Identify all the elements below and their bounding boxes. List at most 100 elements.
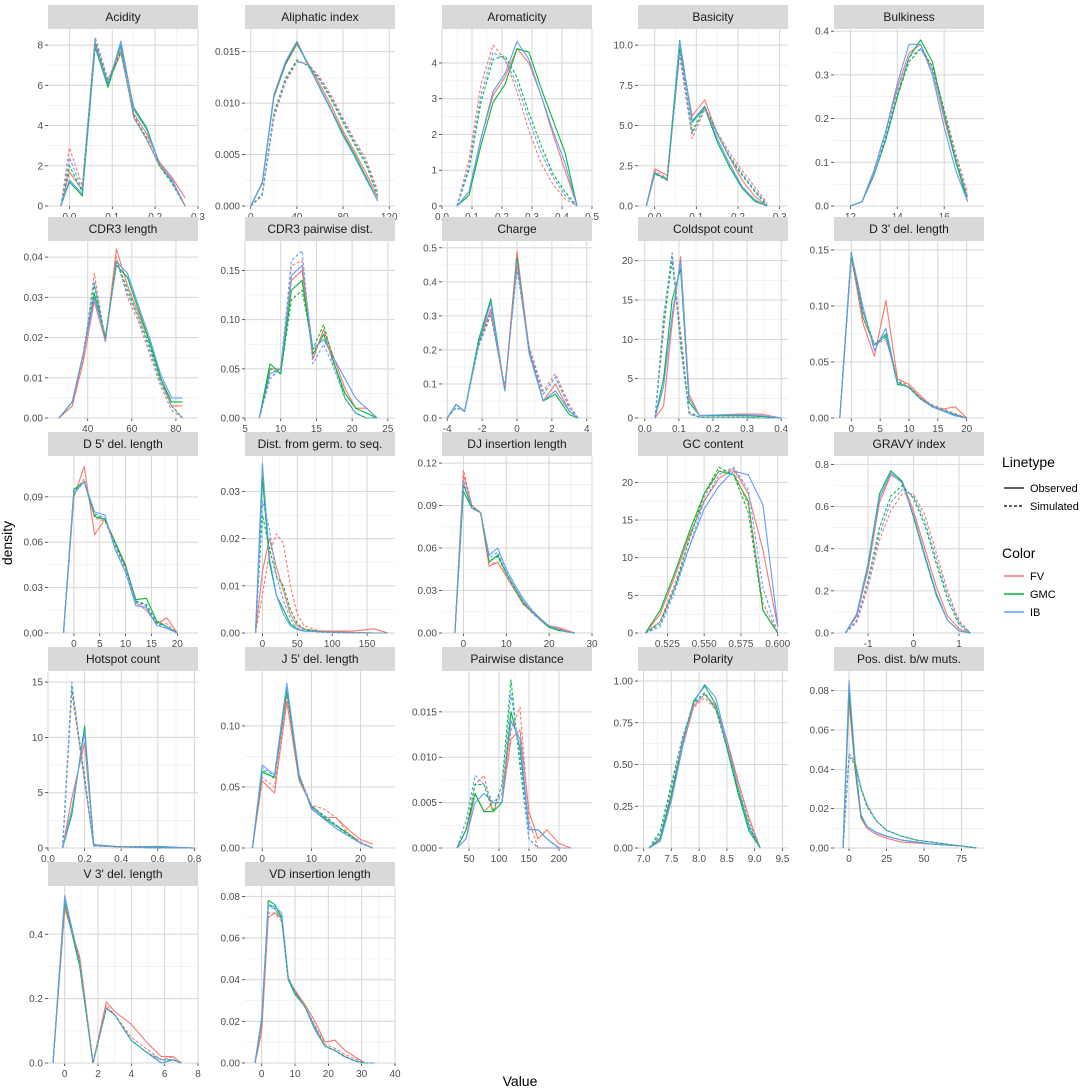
strip-label: VD insertion length	[269, 867, 370, 881]
x-tick-label: 15	[932, 424, 944, 435]
strip-label: Dist. from germ. to seq.	[258, 437, 383, 451]
strip	[442, 217, 592, 241]
series-line-gmc-simulated	[842, 756, 977, 849]
y-tick-label: 20	[622, 256, 634, 267]
plot-area	[834, 456, 984, 633]
y-tick-label: 0.2	[815, 586, 829, 597]
x-tick-label: 0	[911, 639, 917, 650]
x-tick-label: -2	[478, 424, 487, 435]
y-tick-label: 0.15	[221, 266, 241, 277]
x-tick-label: 0	[846, 854, 852, 865]
y-tick-label: 0.05	[810, 357, 830, 368]
x-tick-label: 0	[461, 639, 467, 650]
y-tick-label: 0.00	[614, 844, 634, 855]
panel-cdr3-pairwise-dist: CDR3 pairwise dist. 5 10 15 20 25 0.00 0.05 0.10…	[221, 217, 395, 435]
x-tick-label: 8.5	[720, 854, 734, 865]
y-tick-label: 0.04	[24, 253, 44, 264]
y-tick-label: 0.50	[614, 760, 634, 771]
y-tick-label: 0.4	[815, 544, 829, 555]
y-tick-label: 0.06	[810, 726, 830, 737]
y-tick-label: 0.10	[221, 721, 241, 732]
y-tick-label: 0.12	[418, 459, 438, 470]
x-tick-label: 0.8	[187, 854, 201, 865]
series-line-fv-observed	[645, 47, 768, 207]
x-tick-label: 10	[120, 639, 132, 650]
y-tick-label: 0.02	[221, 534, 241, 545]
strip	[834, 217, 984, 241]
x-tick-label: 4	[129, 1069, 135, 1080]
y-tick-label: 0.15	[810, 245, 830, 256]
series-line-ib-simulated	[850, 48, 969, 207]
panel-v-3-del-length: V 3' del. length 0 2 4 6 8 0.0 0.2 0.4	[29, 862, 201, 1080]
y-tick-label: 1	[431, 166, 437, 177]
series-line-fv-observed	[254, 912, 375, 1064]
strip	[442, 5, 592, 29]
x-tick-label: 0	[259, 854, 265, 865]
x-tick-label: 0.3	[740, 424, 754, 435]
x-tick-label: 8	[195, 1069, 201, 1080]
x-tick-label: 0.550	[692, 639, 717, 650]
y-tick-label: 0.00	[810, 414, 830, 425]
series-line-ib-observed	[250, 40, 379, 207]
x-tick-label: 0	[259, 1069, 265, 1080]
x-tick-label: 0	[260, 639, 266, 650]
strip-label: GRAVY index	[873, 437, 946, 451]
y-tick-label: 0.010	[412, 753, 437, 764]
series-line-ib-simulated	[654, 252, 782, 419]
plot-area	[442, 671, 592, 848]
x-tick-label: 0.4	[774, 424, 788, 435]
y-tick-label: 0.25	[614, 802, 634, 813]
strip-label: CDR3 pairwise dist.	[267, 222, 372, 236]
x-tick-label: 20	[172, 639, 184, 650]
legend-color-title: Color	[1002, 545, 1036, 561]
x-tick-label: 0.1	[672, 424, 686, 435]
series-line-gmc-simulated	[654, 260, 782, 419]
plot-area	[245, 671, 395, 848]
series-line-gmc-simulated	[454, 483, 575, 634]
y-tick-label: 0.2	[423, 345, 437, 356]
series-line-fv-observed	[644, 468, 779, 634]
y-tick-label: 0.3	[423, 311, 437, 322]
x-tick-label: 15	[146, 639, 158, 650]
y-tick-label: 0.8	[815, 460, 829, 471]
series-line-ib-observed	[850, 43, 969, 207]
x-tick-label: 8.0	[692, 854, 706, 865]
strip	[638, 432, 788, 456]
y-tick-label: 6	[37, 81, 43, 92]
x-tick-label: 0.0	[41, 854, 55, 865]
x-tick-label: 150	[521, 854, 538, 865]
series-line-fv-simulated	[845, 493, 971, 634]
legend: Linetype Observed Simulated Color FV GMC…	[1002, 454, 1079, 619]
y-tick-label: 0.00	[810, 844, 830, 855]
panel-cdr3-length: CDR3 length 40 60 80 0.00 0.01 0.02 0.03 0.04	[24, 217, 198, 435]
x-tick-label: 10	[306, 854, 318, 865]
y-tick-label: 0	[627, 414, 633, 425]
series-line-fv-simulated	[254, 912, 375, 1064]
panel-pos-dist-b-w-muts: Pos. dist. b/w muts. 0 25 50 75 0.00 0.02 0.04 0…	[810, 647, 984, 865]
y-tick-label: 3	[431, 94, 437, 105]
y-tick-label: 0.03	[24, 293, 44, 304]
series-line-gmc-simulated	[456, 679, 571, 849]
legend-label-simulated: Simulated	[1030, 501, 1079, 513]
strip	[245, 217, 395, 241]
series-line-fv-simulated	[251, 694, 374, 849]
x-tick-label: 7.5	[664, 854, 678, 865]
x-tick-label: 7.0	[637, 854, 651, 865]
x-tick-label: 5	[242, 424, 248, 435]
x-tick-label: 80	[170, 424, 182, 435]
series-line-fv-observed	[839, 255, 968, 419]
strip	[834, 647, 984, 671]
panel-bulkiness: Bulkiness1214160.00.10.20.30.4	[815, 5, 984, 223]
panel-pairwise-distance: Pairwise distance 50 100 150 200 0.000 0.005 0.…	[412, 647, 592, 865]
y-tick-label: 0.015	[412, 707, 437, 718]
y-tick-label: 0.3	[815, 70, 829, 81]
series-line-gmc-simulated	[62, 481, 178, 634]
y-tick-label: 0.04	[810, 765, 830, 776]
series-line-ib-observed	[842, 680, 977, 849]
strip-label: Coldspot count	[673, 222, 754, 236]
y-tick-label: 0.10	[810, 301, 830, 312]
x-tick-label: 0.600	[765, 639, 790, 650]
series-line-ib-simulated	[62, 681, 195, 849]
